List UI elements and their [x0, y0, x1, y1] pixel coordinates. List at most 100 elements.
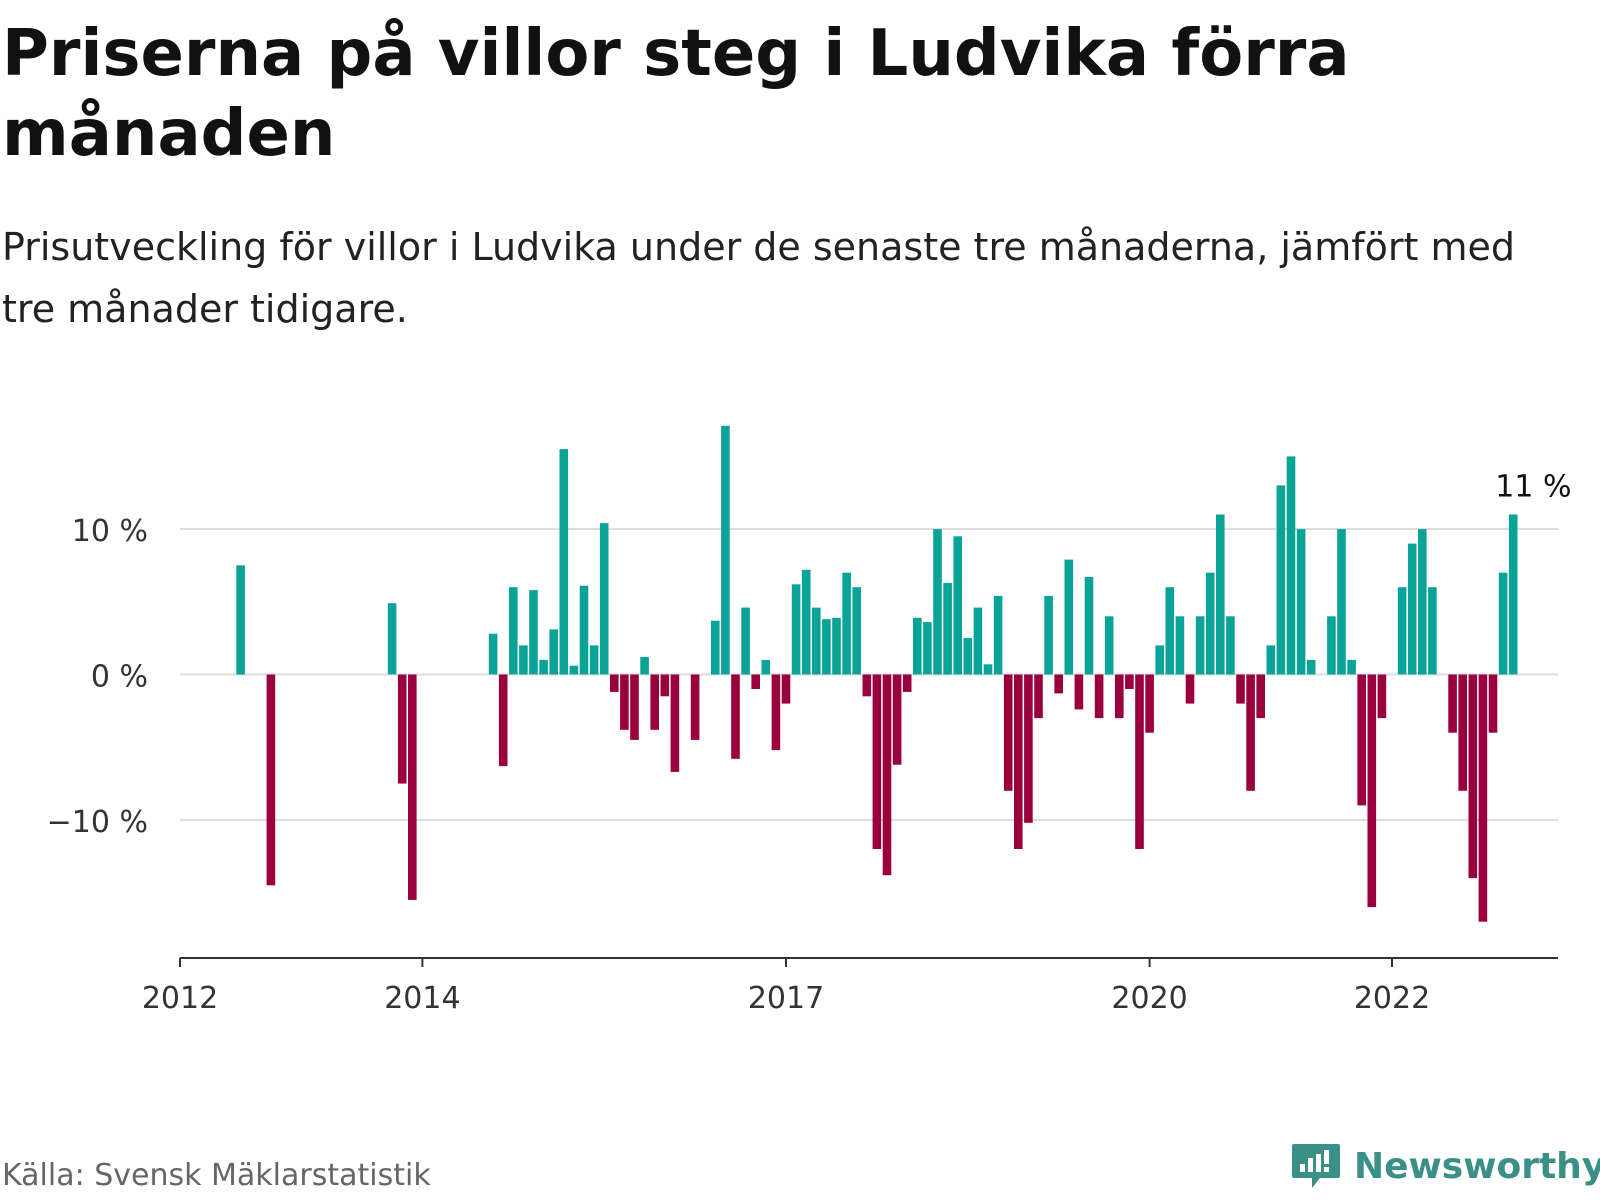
bar — [599, 523, 609, 675]
newsworthy-logo-icon — [1292, 1144, 1340, 1188]
bar — [1044, 595, 1053, 675]
bar — [408, 674, 417, 900]
bar — [1195, 616, 1205, 675]
bar — [923, 622, 932, 675]
bar — [1367, 674, 1377, 908]
chart-title: Priserna på villor steg i Ludvika förra … — [2, 17, 1350, 171]
bar — [610, 674, 619, 692]
bar — [1478, 674, 1488, 922]
bar — [690, 674, 700, 740]
bar — [1448, 674, 1457, 733]
x-tick-label: 2012 — [142, 981, 218, 1016]
bar — [266, 674, 276, 886]
bar — [1205, 572, 1215, 675]
bar — [1165, 587, 1175, 675]
bar — [529, 590, 538, 675]
bar — [1014, 674, 1023, 849]
bar — [892, 674, 902, 765]
bar — [822, 619, 831, 675]
bar — [872, 674, 882, 849]
bar — [387, 603, 397, 675]
bar — [1115, 674, 1124, 719]
bar — [1377, 674, 1387, 719]
bar — [488, 633, 498, 675]
bar — [1135, 674, 1144, 849]
gridlines — [180, 528, 1558, 821]
bar — [1074, 674, 1084, 710]
bar — [397, 674, 407, 784]
bar — [751, 674, 760, 689]
bar — [993, 595, 1003, 675]
x-tick-label: 2022 — [1354, 981, 1430, 1016]
bar — [1216, 514, 1225, 675]
bar — [933, 529, 942, 675]
brand-logo: Newsworthy — [1290, 1142, 1600, 1190]
bar — [781, 674, 791, 704]
bar — [943, 582, 952, 675]
bar — [801, 569, 811, 675]
bar — [559, 449, 569, 675]
bar — [660, 674, 670, 697]
bar — [1226, 616, 1235, 675]
bar — [1276, 485, 1286, 675]
annotations: 11 % — [1495, 470, 1571, 505]
bar — [1418, 529, 1427, 675]
bar — [771, 674, 781, 751]
bar — [983, 664, 993, 675]
bar — [1003, 674, 1013, 791]
bar — [1498, 572, 1508, 675]
x-axis: 2012 2014 2017 2020 2022 — [142, 957, 1558, 1016]
chart-subtitle: Prisutveckling för villor i Ludvika unde… — [2, 225, 1515, 331]
bar — [1064, 559, 1074, 675]
bar — [236, 565, 245, 675]
bar — [1104, 616, 1114, 675]
bar — [1357, 674, 1366, 806]
bar — [711, 620, 720, 675]
bar — [569, 665, 579, 675]
bar — [519, 645, 528, 675]
bar — [1256, 674, 1265, 719]
bar — [589, 645, 599, 675]
bar — [1054, 674, 1063, 694]
brand-name: Newsworthy — [1354, 1145, 1600, 1187]
x-tick-label: 2017 — [748, 981, 824, 1016]
annotation-label: 11 % — [1495, 470, 1571, 505]
bar — [1246, 674, 1255, 791]
y-tick-label: 10 % — [72, 514, 148, 549]
bar — [1084, 577, 1094, 675]
bar — [1488, 674, 1498, 733]
bar — [1155, 645, 1164, 675]
bar — [1175, 616, 1185, 675]
y-tick-label: 0 % — [91, 659, 148, 694]
bar — [1286, 456, 1296, 675]
source-note: Källa: Svensk Mäklarstatistik — [2, 1158, 431, 1193]
bar — [1337, 529, 1346, 675]
bar — [791, 584, 801, 675]
bar — [1397, 587, 1407, 675]
x-tick-label: 2020 — [1111, 981, 1187, 1016]
bar — [963, 638, 973, 675]
bar — [902, 674, 912, 692]
bar — [1094, 674, 1104, 719]
bar — [1458, 674, 1467, 791]
bar — [761, 659, 771, 675]
bar — [1468, 674, 1478, 879]
bar — [721, 425, 730, 675]
bar — [498, 674, 508, 767]
x-tick-label: 2014 — [384, 981, 460, 1016]
bar — [842, 572, 851, 675]
bar — [953, 536, 962, 675]
bar — [731, 674, 740, 759]
bar — [913, 617, 922, 675]
bar — [1347, 659, 1356, 675]
bar — [832, 617, 841, 675]
bar — [1145, 674, 1154, 733]
bars — [236, 425, 1518, 922]
bar — [741, 607, 750, 675]
bar — [1508, 514, 1518, 675]
bar — [1407, 543, 1417, 675]
bar — [539, 659, 548, 675]
bar — [1327, 616, 1336, 675]
bar — [1296, 529, 1306, 675]
